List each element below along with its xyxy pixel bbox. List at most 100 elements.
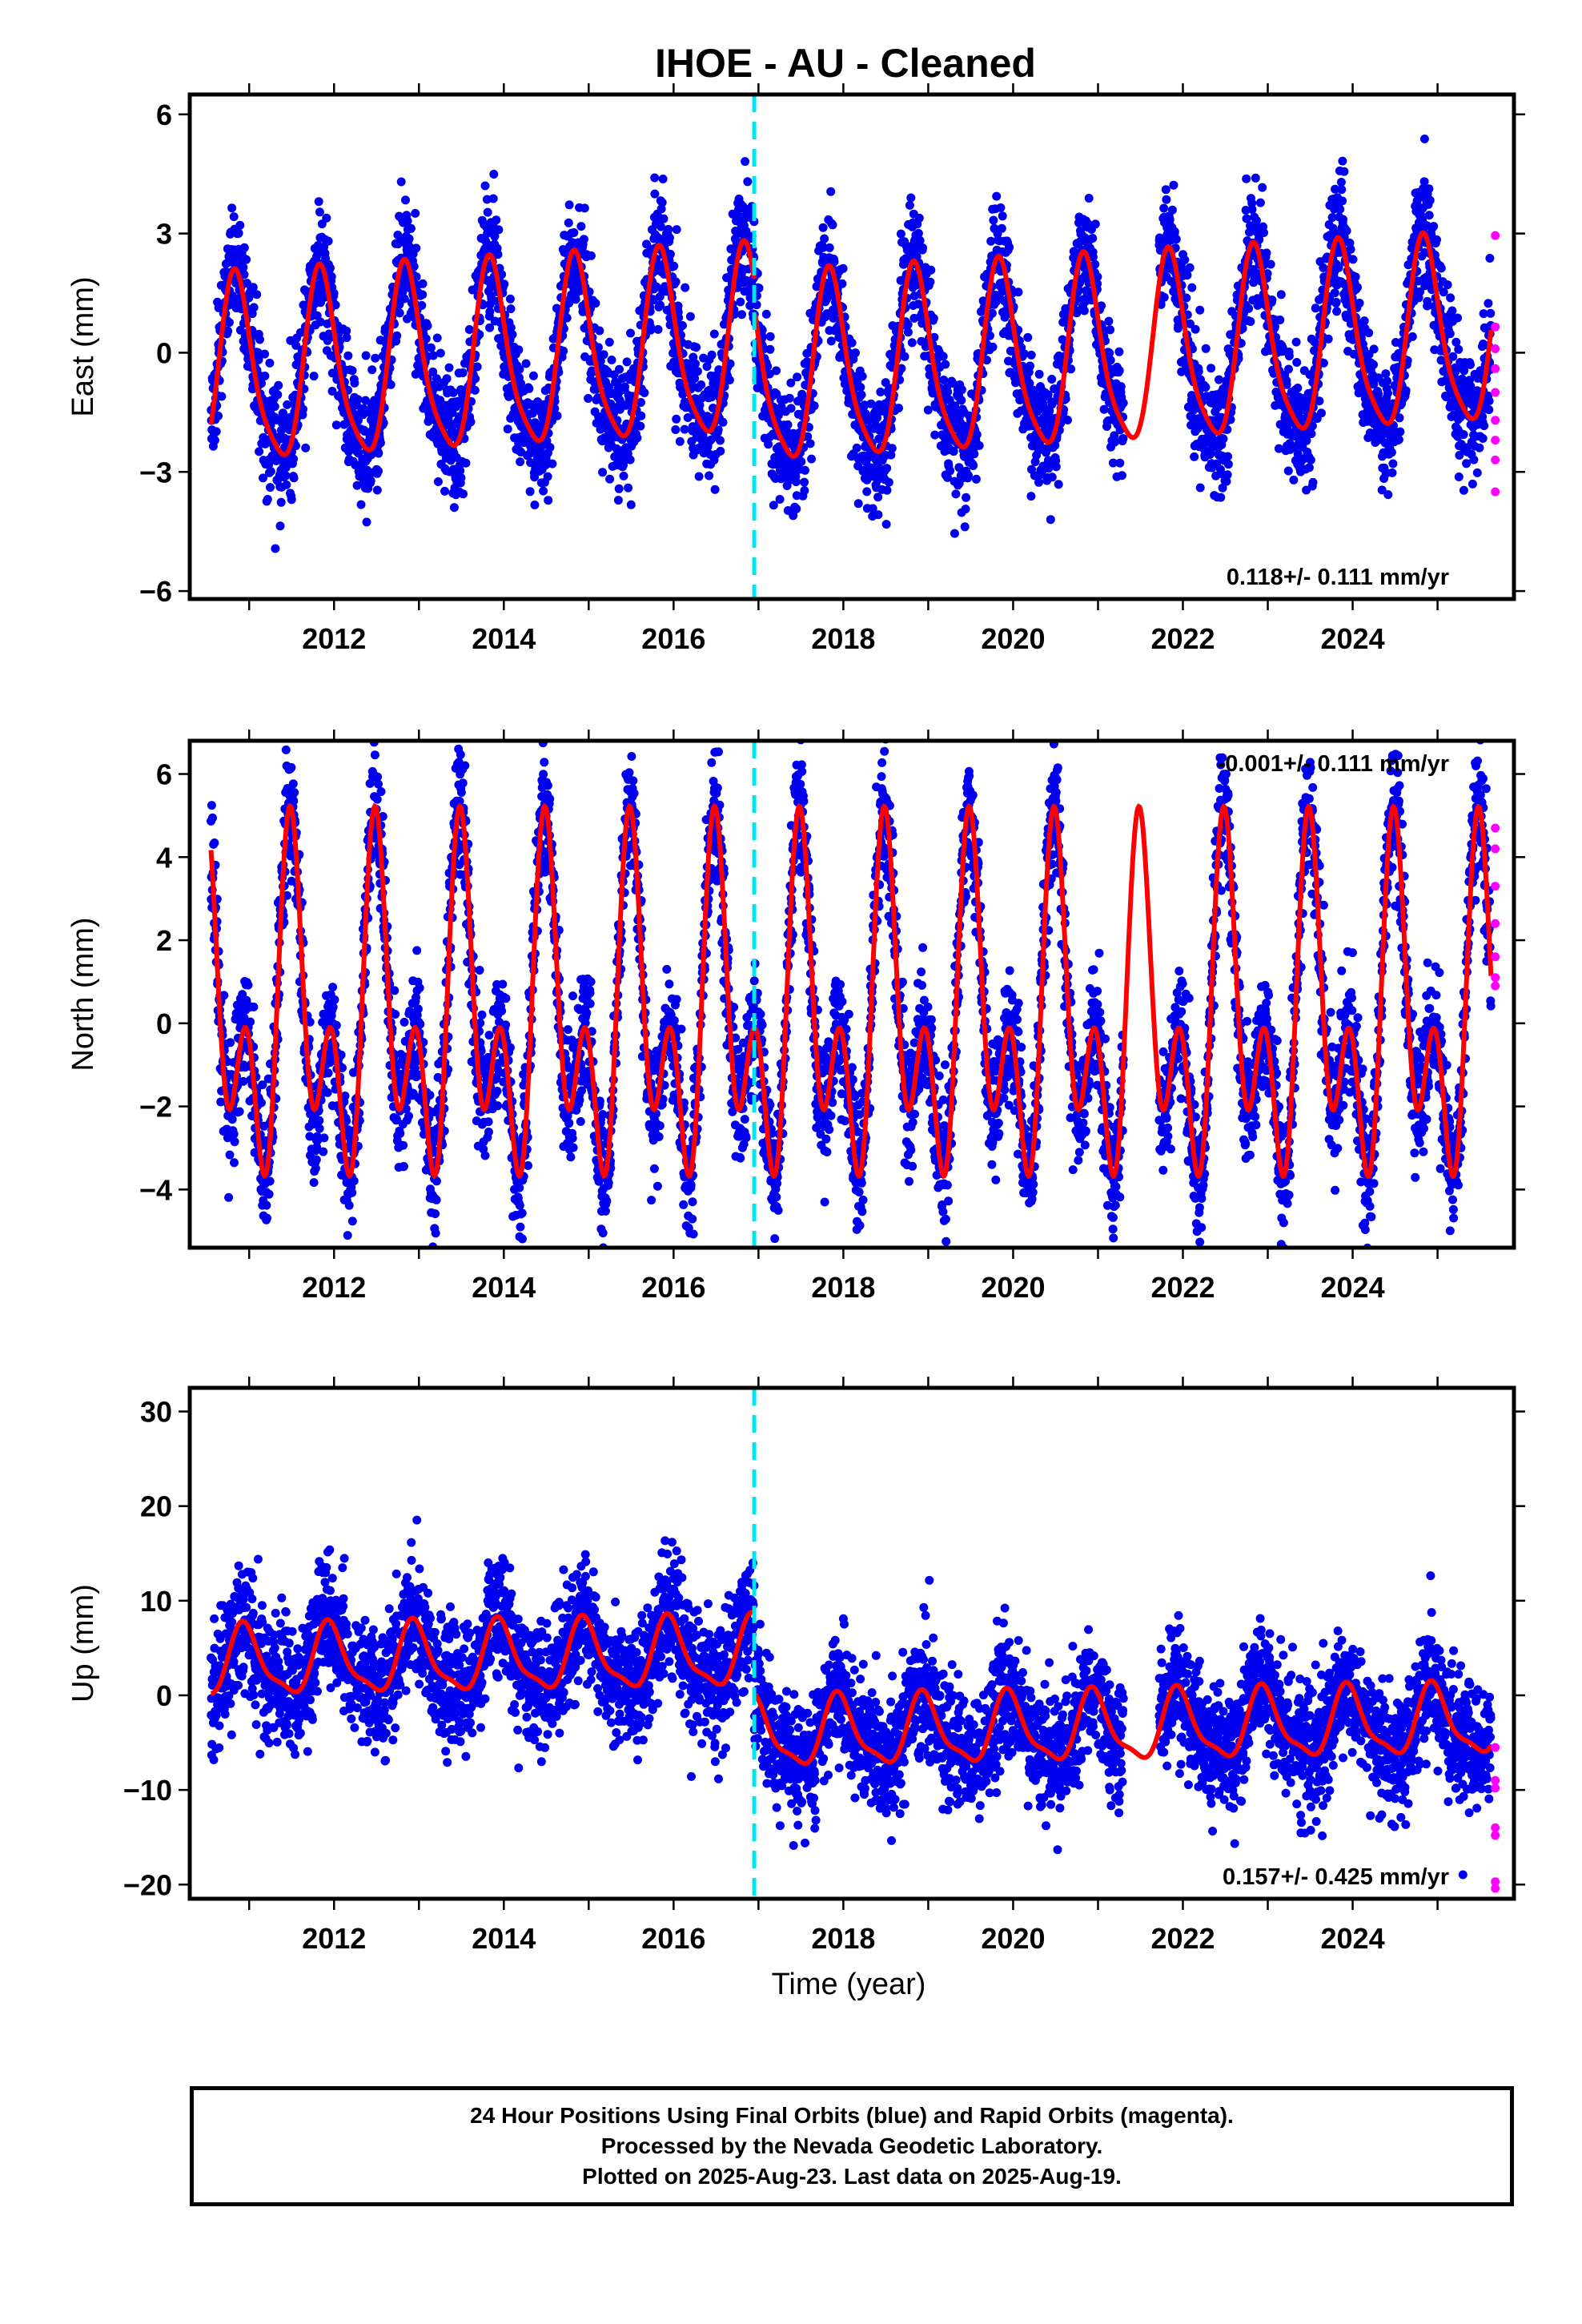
- final-orbit-point: [926, 265, 936, 275]
- final-orbit-point: [1194, 367, 1203, 376]
- final-orbit-point: [769, 501, 778, 510]
- final-orbit-point: [669, 261, 679, 271]
- final-orbit-point: [1381, 369, 1391, 379]
- final-orbit-point: [837, 279, 847, 288]
- final-orbit-point: [987, 308, 997, 318]
- final-orbit-point: [239, 243, 249, 252]
- final-orbit-point: [800, 477, 809, 487]
- final-orbit-point: [918, 243, 928, 252]
- final-orbit-point: [1032, 392, 1042, 401]
- final-orbit-point: [371, 353, 380, 363]
- final-orbit-point: [765, 332, 775, 341]
- final-orbit-point: [433, 477, 443, 486]
- final-orbit-point: [485, 323, 495, 332]
- final-orbit-point: [829, 257, 839, 267]
- final-orbit-point: [1275, 316, 1285, 324]
- final-orbit-point: [1025, 379, 1034, 388]
- final-orbit-point: [265, 358, 275, 368]
- final-orbit-point: [1369, 344, 1379, 354]
- final-orbit-point: [805, 439, 815, 448]
- final-orbit-point: [494, 225, 504, 235]
- final-orbit-point: [648, 296, 658, 305]
- final-orbit-point: [1395, 427, 1405, 436]
- final-orbit-point: [1047, 400, 1057, 409]
- final-orbit-point: [1118, 398, 1128, 408]
- final-orbit-point: [274, 380, 283, 390]
- final-orbit-point: [938, 352, 948, 361]
- final-orbit-point: [1267, 296, 1277, 304]
- final-orbit-point: [322, 213, 331, 223]
- final-orbit-point: [544, 496, 553, 505]
- final-orbit-point: [500, 279, 509, 289]
- final-orbit-point: [1079, 306, 1089, 316]
- final-orbit-point: [253, 348, 263, 357]
- final-orbit-point: [1274, 444, 1283, 453]
- final-orbit-point: [315, 317, 325, 327]
- final-orbit-point: [1475, 443, 1484, 452]
- final-orbit-point: [1106, 356, 1115, 365]
- final-orbit-point: [289, 454, 299, 464]
- final-orbit-point: [996, 203, 1006, 212]
- final-orbit-point: [749, 217, 759, 227]
- final-orbit-point: [882, 485, 892, 495]
- final-orbit-point: [791, 477, 801, 487]
- final-orbit-point: [283, 400, 292, 409]
- final-orbit-point: [1223, 452, 1232, 461]
- final-orbit-point: [291, 441, 300, 451]
- final-orbit-point: [873, 510, 883, 520]
- final-orbit-point: [1093, 272, 1102, 282]
- final-orbit-point: [593, 343, 603, 352]
- final-orbit-point: [497, 270, 507, 279]
- final-orbit-point: [386, 380, 396, 389]
- final-orbit-point: [406, 223, 416, 233]
- final-orbit-point: [707, 350, 717, 360]
- final-orbit-point: [472, 362, 482, 372]
- final-orbit-point: [1074, 286, 1084, 296]
- final-orbit-point: [255, 447, 264, 456]
- final-orbit-point: [1019, 349, 1029, 359]
- x-axis-label: Time (year): [772, 1968, 926, 2001]
- final-orbit-point: [743, 177, 753, 187]
- final-orbit-point: [401, 195, 410, 205]
- final-orbit-point: [505, 294, 515, 304]
- final-orbit-point: [1114, 347, 1124, 356]
- final-orbit-point: [1258, 183, 1267, 192]
- final-orbit-point: [929, 314, 938, 323]
- final-orbit-point: [1043, 390, 1053, 400]
- final-orbit-point: [861, 409, 870, 419]
- final-orbit-point: [915, 235, 925, 245]
- final-orbit-point: [961, 505, 970, 514]
- final-orbit-point: [564, 200, 574, 210]
- final-orbit-point: [506, 323, 516, 332]
- final-orbit-point: [1383, 388, 1392, 398]
- final-orbit-point: [331, 300, 340, 310]
- final-orbit-point: [489, 170, 499, 179]
- final-orbit-point: [773, 411, 783, 420]
- final-orbit-point: [229, 212, 239, 222]
- final-orbit-point: [525, 487, 535, 497]
- final-orbit-point: [1054, 480, 1063, 489]
- final-orbit-point: [1215, 375, 1223, 384]
- final-orbit-point: [273, 390, 283, 400]
- final-orbit-point: [622, 357, 632, 367]
- final-orbit-point: [576, 222, 586, 231]
- final-orbit-point: [604, 337, 614, 347]
- final-orbit-point: [1304, 463, 1314, 472]
- final-orbit-point: [818, 223, 828, 232]
- final-orbit-point: [951, 489, 961, 499]
- final-orbit-point: [765, 344, 775, 354]
- final-orbit-point: [1161, 185, 1170, 195]
- final-orbit-point: [242, 255, 251, 264]
- final-orbit-point: [1242, 214, 1251, 223]
- final-orbit-point: [930, 430, 940, 440]
- final-orbit-point: [665, 233, 674, 243]
- final-orbit-point: [874, 434, 884, 444]
- final-orbit-point: [456, 473, 466, 483]
- final-orbit-point: [299, 404, 307, 414]
- final-orbit-point: [857, 372, 867, 381]
- final-orbit-point: [1383, 376, 1392, 386]
- final-orbit-point: [887, 444, 897, 453]
- final-orbit-point: [412, 272, 421, 282]
- final-orbit-point: [826, 336, 836, 346]
- final-orbit-point: [249, 303, 259, 312]
